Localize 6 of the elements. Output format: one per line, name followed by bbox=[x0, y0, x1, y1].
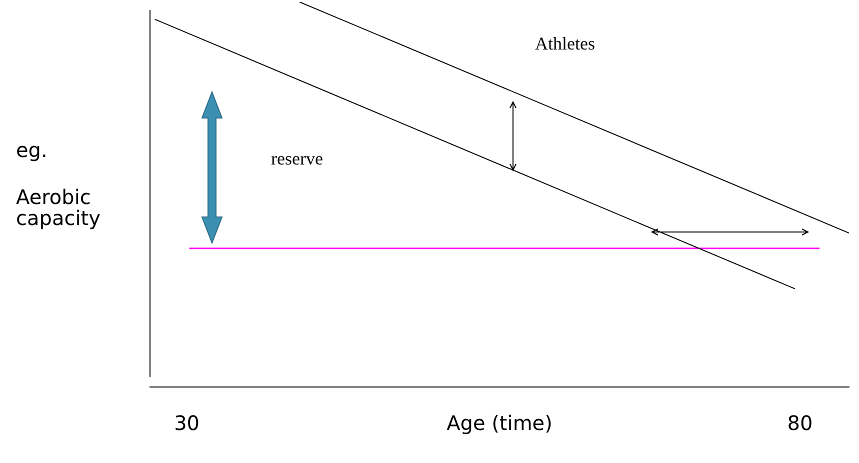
y-axis-title: eg. Aerobic capacity bbox=[16, 138, 101, 230]
annotation: reserve bbox=[271, 148, 323, 169]
annotation: Athletes bbox=[535, 34, 595, 54]
x-tick-label: 30 bbox=[174, 411, 200, 436]
x-tick-label: 80 bbox=[787, 411, 813, 436]
x-axis-title: Age (time) bbox=[446, 411, 552, 436]
